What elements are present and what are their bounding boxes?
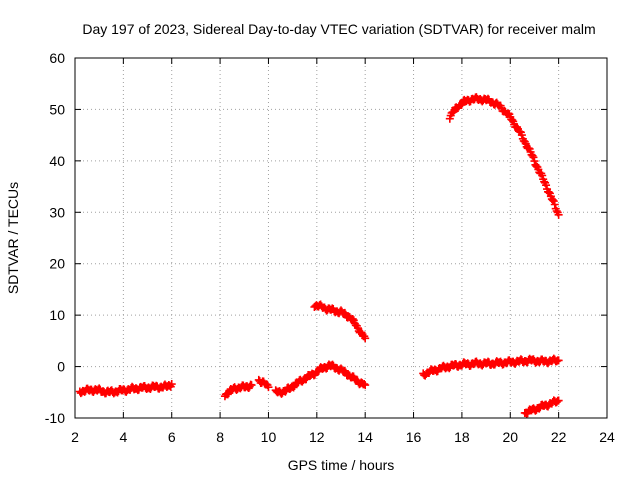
y-tick-label: 10 [49, 307, 65, 323]
data-point [340, 308, 349, 317]
x-tick-label: 24 [599, 429, 615, 445]
data-point [457, 100, 466, 109]
series-arc-7 [445, 93, 563, 219]
y-tick-label: -10 [45, 410, 65, 426]
data-point [167, 380, 176, 389]
x-tick-label: 20 [502, 429, 518, 445]
data-point [528, 151, 537, 160]
grid-lines [75, 58, 607, 418]
x-tick-label: 6 [168, 429, 176, 445]
x-tick-label: 8 [216, 429, 224, 445]
y-tick-label: 50 [49, 101, 65, 117]
y-tick-label: 30 [49, 204, 65, 220]
data-point [542, 181, 551, 190]
x-tick-label: 2 [71, 429, 79, 445]
x-tick-label: 16 [406, 429, 422, 445]
data-point [247, 381, 256, 390]
data-point [554, 356, 563, 365]
series-arc-6 [419, 354, 563, 380]
x-axis-label: GPS time / hours [288, 457, 395, 473]
data-point [550, 200, 559, 209]
data-point [529, 153, 538, 162]
series-arc-3 [254, 375, 273, 392]
x-tick-label: 4 [119, 429, 127, 445]
x-tick-label: 14 [357, 429, 373, 445]
data-point [538, 171, 547, 180]
data-point [340, 366, 349, 375]
series-arc-8 [520, 396, 563, 418]
chart-title: Day 197 of 2023, Sidereal Day-to-day VTE… [82, 21, 595, 37]
data-points [75, 93, 563, 418]
data-point [554, 210, 563, 219]
data-point [530, 157, 539, 166]
plot-frame [74, 57, 608, 419]
series-arc-2 [220, 380, 256, 401]
data-point [361, 334, 370, 343]
data-point [361, 381, 370, 390]
data-point [554, 396, 563, 405]
data-point [348, 314, 357, 323]
x-tick-label: 10 [261, 429, 277, 445]
data-point [449, 107, 458, 116]
data-point [360, 380, 369, 389]
y-tick-label: 40 [49, 153, 65, 169]
data-point [508, 116, 517, 125]
x-tick-label: 12 [309, 429, 325, 445]
x-tick-label: 22 [551, 429, 567, 445]
x-tick-label: 18 [454, 429, 470, 445]
y-tick-label: 60 [49, 50, 65, 66]
series-arc-5 [310, 300, 370, 343]
y-axis-label: SDTVAR / TECUs [5, 182, 21, 294]
y-tick-label: 0 [57, 359, 65, 375]
data-point [517, 131, 526, 140]
series-arc-1 [75, 380, 176, 398]
data-point [289, 383, 298, 392]
y-tick-label: 20 [49, 256, 65, 272]
data-point [548, 196, 557, 205]
series-arc-4 [271, 360, 370, 398]
data-point [264, 383, 273, 392]
